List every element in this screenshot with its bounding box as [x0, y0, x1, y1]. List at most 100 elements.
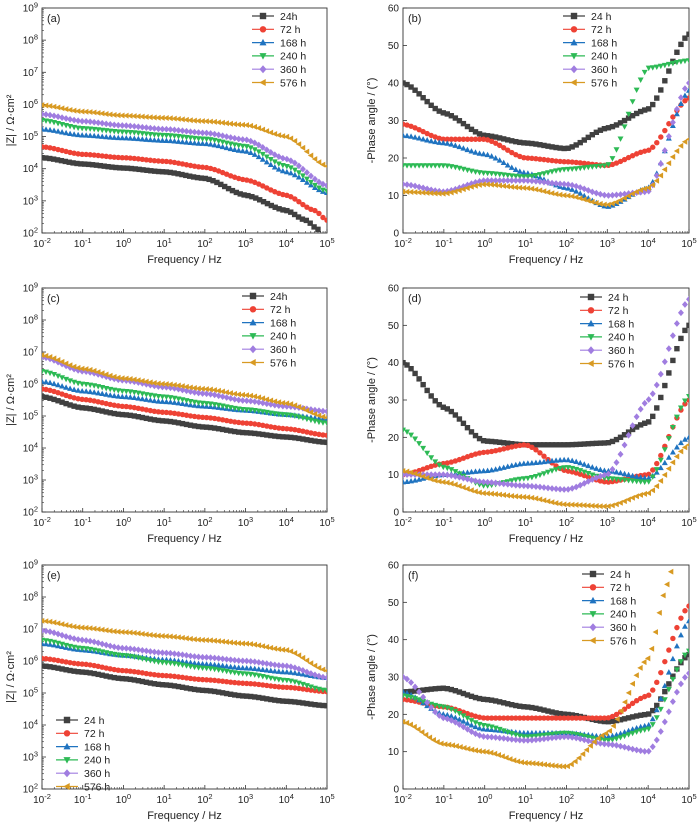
data-point: [661, 459, 668, 466]
series-360h: [42, 110, 327, 189]
x-tick-label: 105: [681, 236, 696, 250]
data-point: [476, 450, 483, 456]
data-point: [541, 715, 547, 721]
data-point: [525, 442, 531, 449]
data-point: [565, 185, 572, 191]
data-point: [589, 464, 596, 470]
data-point: [625, 471, 632, 478]
data-point: [159, 398, 166, 404]
data-point: [412, 134, 419, 140]
data-point: [621, 733, 628, 740]
data-point: [51, 372, 58, 378]
panel-label: (c): [47, 293, 60, 305]
data-point: [428, 163, 435, 169]
data-point: [637, 728, 644, 734]
legend-label: 72 h: [591, 24, 612, 36]
data-point: [199, 676, 206, 683]
data-point: [537, 715, 543, 721]
data-point: [585, 197, 591, 204]
data-point: [436, 187, 443, 195]
data-point: [548, 499, 555, 506]
data-point: [115, 403, 121, 409]
data-point: [416, 376, 422, 382]
data-point: [648, 645, 655, 652]
data-point: [509, 149, 515, 156]
data-point: [259, 399, 266, 407]
data-point: [299, 405, 306, 412]
data-point: [432, 462, 438, 468]
data-point: [223, 679, 230, 685]
data-point: [191, 636, 197, 643]
data-point: [541, 484, 547, 491]
data-point: [653, 172, 660, 179]
data-point: [505, 715, 511, 721]
data-point: [669, 118, 676, 126]
legend-label: 24 h: [84, 715, 105, 727]
data-point: [51, 112, 58, 120]
data-point: [557, 715, 563, 721]
data-point: [585, 164, 592, 171]
data-point: [549, 169, 556, 175]
data-point: [621, 498, 627, 505]
data-point: [682, 436, 688, 442]
data-point: [235, 670, 242, 677]
data-point: [183, 652, 190, 659]
data-point: [568, 761, 574, 768]
data-point: [171, 381, 177, 388]
x-tick-label: 102: [197, 236, 212, 250]
data-point: [464, 720, 471, 726]
data-point: [658, 669, 664, 676]
x-tick-label: 10-2: [33, 515, 51, 529]
y-tick-label: 20: [388, 433, 400, 444]
data-point: [87, 637, 94, 645]
data-point: [271, 645, 278, 652]
data-point: [199, 653, 206, 661]
data-point: [581, 715, 587, 721]
data-point: [59, 658, 65, 664]
data-point: [593, 199, 599, 206]
data-point: [529, 155, 535, 162]
data-point: [279, 399, 286, 406]
y-tick-label: 50: [388, 41, 400, 52]
data-point: [661, 682, 668, 689]
data-point: [408, 697, 414, 704]
legend-marker: [570, 12, 578, 20]
data-point: [657, 160, 664, 168]
data-point: [103, 120, 110, 128]
data-point: [287, 157, 294, 165]
data-point: [508, 481, 515, 489]
data-point: [686, 617, 689, 624]
data-point: [151, 648, 158, 656]
data-point: [452, 188, 458, 195]
data-point: [597, 715, 604, 721]
data-point: [601, 471, 608, 479]
data-point: [492, 479, 499, 487]
x-tick-label: 104: [279, 792, 294, 806]
panel-label: (d): [408, 293, 421, 305]
data-point: [404, 471, 410, 479]
data-point: [625, 744, 632, 752]
data-point: [42, 618, 49, 625]
data-point: [275, 132, 282, 139]
data-point: [649, 65, 656, 71]
data-point: [147, 124, 154, 132]
data-point: [682, 673, 688, 681]
y-axis-label: -Phase angle / (°): [366, 357, 378, 443]
data-point: [319, 161, 326, 168]
legend-marker: [587, 293, 595, 301]
data-point: [47, 656, 53, 662]
data-point: [287, 135, 294, 142]
data-point: [324, 407, 327, 415]
data-point: [677, 439, 684, 446]
data-point: [91, 662, 97, 669]
data-point: [239, 671, 246, 677]
legend-label: 360 h: [608, 345, 634, 357]
data-point: [504, 177, 511, 184]
data-point: [420, 473, 426, 480]
data-point: [307, 179, 314, 186]
data-point: [549, 485, 556, 492]
data-point: [456, 136, 463, 142]
data-point: [235, 391, 241, 398]
y-tick-label: 107: [23, 345, 38, 359]
